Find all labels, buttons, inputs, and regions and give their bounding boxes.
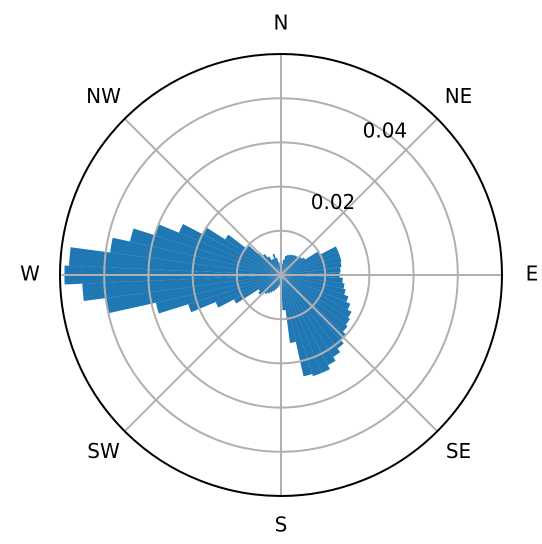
rose-bar-125 — [281, 275, 350, 325]
radial-tick-label: 0.04 — [363, 119, 408, 143]
rose-bar-340 — [272, 253, 281, 275]
rose-bar-145 — [281, 275, 341, 358]
grid-layer — [60, 54, 502, 496]
rose-bar-115 — [281, 275, 351, 310]
rose-bar-335 — [272, 258, 281, 275]
rose-bar-235 — [258, 275, 281, 292]
rose-bar-175 — [281, 275, 286, 311]
rose-bar-290 — [154, 224, 281, 275]
direction-label-se: SE — [446, 439, 471, 463]
direction-label-w: W — [20, 262, 40, 286]
rose-bar-95 — [281, 275, 343, 284]
rose-bar-165 — [281, 275, 313, 377]
direction-label-sw: SW — [87, 439, 120, 463]
rose-bar-25 — [281, 254, 292, 275]
direction-label-nw: NW — [86, 84, 121, 108]
direction-label-ne: NE — [445, 84, 473, 108]
rose-bar-150 — [281, 275, 336, 366]
angular-gridline — [280, 274, 438, 432]
rose-bar-250 — [188, 275, 281, 313]
rose-bar-345 — [275, 257, 281, 275]
rose-bar-200 — [275, 275, 281, 290]
rose-bar-105 — [281, 275, 346, 295]
rose-bar-55 — [281, 257, 306, 275]
rose-bar-205 — [272, 275, 281, 292]
angular-gridline — [280, 118, 438, 276]
rose-bar-300 — [202, 227, 281, 275]
rose-bar-155 — [281, 275, 330, 374]
rose-bar-330 — [271, 259, 281, 275]
rose-bar-160 — [281, 275, 322, 377]
radial-tick-label: 0.02 — [311, 190, 356, 214]
labels-layer: 0.02 0.04 N NE E SE S SW W NW — [20, 11, 538, 537]
rose-bar-245 — [215, 275, 281, 308]
rose-bar-255 — [155, 275, 281, 314]
rose-bar-210 — [270, 275, 281, 293]
rose-bar-110 — [281, 275, 349, 303]
rose-bar-70 — [281, 251, 341, 275]
rose-bar-295 — [178, 223, 281, 275]
rose-bar-170 — [281, 275, 296, 343]
rose-bar-80 — [281, 261, 342, 275]
rose-bar-305 — [225, 234, 281, 275]
direction-label-n: N — [274, 11, 289, 35]
rose-bar-60 — [281, 251, 321, 275]
direction-label-e: E — [526, 262, 539, 286]
rose-bar-100 — [281, 275, 345, 289]
rose-bar-120 — [281, 275, 352, 318]
rose-bar-285 — [129, 228, 281, 275]
bars-layer — [64, 223, 352, 377]
angular-gridline — [124, 118, 282, 276]
rose-bar-15 — [281, 255, 287, 275]
rose-bar-75 — [281, 256, 342, 275]
rose-bar-65 — [281, 246, 339, 275]
rose-bar-275 — [69, 247, 281, 275]
rose-bar-30 — [281, 254, 294, 275]
direction-label-s: S — [275, 513, 288, 537]
polar-outline — [59, 53, 503, 497]
angular-gridline — [124, 274, 282, 432]
rose-bar-140 — [281, 275, 344, 349]
rose-bar-20 — [281, 254, 290, 275]
rose-bar-265 — [82, 275, 281, 301]
rose-bar-240 — [233, 275, 281, 304]
